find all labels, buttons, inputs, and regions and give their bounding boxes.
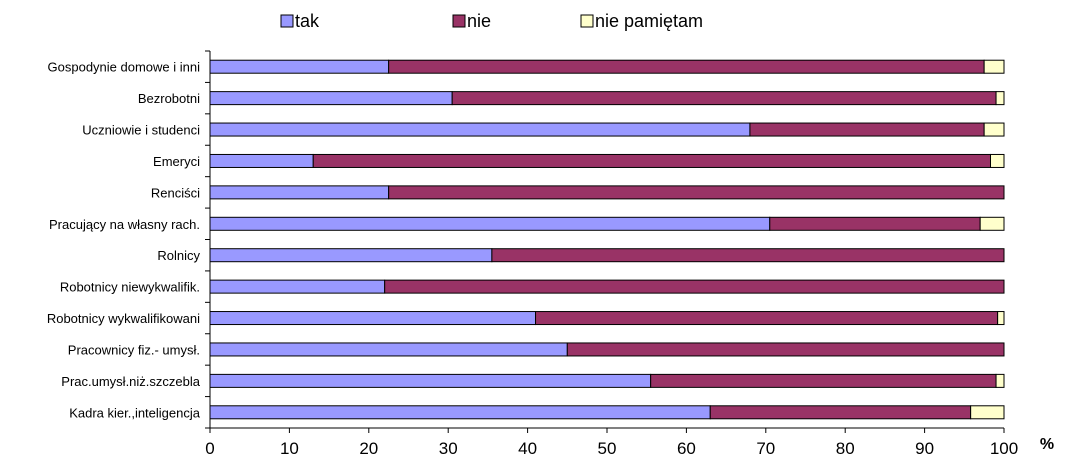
category-labels: Gospodynie domowe i inni Bezrobotni Ucznio… xyxy=(47,60,201,421)
category-label: Gospodynie domowe i inni xyxy=(48,60,201,75)
x-tick-label: 0 xyxy=(205,439,214,458)
bar-nie-3 xyxy=(312,153,992,168)
category-label: Uczniowie i studenci xyxy=(82,123,200,138)
legend-swatch-nie xyxy=(452,14,466,28)
bar-nie-9 xyxy=(566,342,1005,357)
bar-tak-4 xyxy=(209,185,390,200)
x-tick-label: 70 xyxy=(756,439,775,458)
legend-label: tak xyxy=(295,11,320,31)
bar-nie-8 xyxy=(535,311,999,326)
x-tick-label: 80 xyxy=(836,439,855,458)
bar-nie-pamiętam-2 xyxy=(983,122,1005,137)
bar-tak-8 xyxy=(209,311,537,326)
bar-nie-pamiętam-0 xyxy=(983,59,1005,74)
bar-nie-0 xyxy=(388,59,985,74)
x-tick-label: 50 xyxy=(598,439,617,458)
x-tick-label: 20 xyxy=(359,439,378,458)
category-label: Prac.umysł.niż.szczebla xyxy=(61,374,200,389)
bar-nie-pamiętam-11 xyxy=(970,405,1005,420)
category-label: Kadra kier.,inteligencja xyxy=(69,405,201,420)
bar-tak-3 xyxy=(209,153,314,168)
legend: tak nie nie pamiętam xyxy=(280,11,703,31)
category-label: Renciści xyxy=(151,185,200,200)
legend-label: nie pamiętam xyxy=(595,11,703,31)
category-label: Rolnicy xyxy=(157,248,200,263)
category-label: Robotnicy niewykwalifik. xyxy=(60,280,200,295)
bar-nie-pamiętam-8 xyxy=(997,311,1005,326)
bar-nie-pamiętam-5 xyxy=(979,216,1005,231)
x-tick-label: 60 xyxy=(677,439,696,458)
bar-tak-10 xyxy=(209,373,652,388)
bar-nie-4 xyxy=(388,185,1005,200)
axes: 0 10 20 30 40 50 60 70 80 90 100 xyxy=(205,50,1018,458)
x-unit-label: % xyxy=(1040,436,1054,453)
bar-nie-1 xyxy=(451,91,997,106)
bar-tak-2 xyxy=(209,122,751,137)
bar-nie-11 xyxy=(709,405,972,420)
bar-nie-5 xyxy=(769,216,981,231)
x-tick-label: 10 xyxy=(280,439,299,458)
bar-tak-5 xyxy=(209,216,771,231)
category-label: Bezrobotni xyxy=(138,91,200,106)
legend-swatch-nie-pamiętam xyxy=(580,14,594,28)
bar-nie-2 xyxy=(749,122,985,137)
bar-nie-6 xyxy=(491,248,1005,263)
bar-tak-9 xyxy=(209,342,568,357)
category-label: Pracownicy fiz.- umysł. xyxy=(68,342,200,357)
bar-tak-6 xyxy=(209,248,493,263)
category-label: Emeryci xyxy=(153,154,200,169)
x-tick-label: 40 xyxy=(518,439,537,458)
x-tick-label: 30 xyxy=(439,439,458,458)
category-label: Pracujący na własny rach. xyxy=(49,217,200,232)
category-label: Robotnicy wykwalifikowani xyxy=(47,311,200,326)
bar-nie-pamiętam-10 xyxy=(995,373,1005,388)
legend-label: nie xyxy=(467,11,491,31)
bar-nie-10 xyxy=(650,373,997,388)
bar-nie-pamiętam-1 xyxy=(995,91,1005,106)
bar-nie-7 xyxy=(384,279,1005,294)
bar-tak-1 xyxy=(209,91,453,106)
x-tick-label: 100 xyxy=(990,439,1018,458)
x-tick-label: 90 xyxy=(915,439,934,458)
legend-swatch-tak xyxy=(280,14,294,28)
bars xyxy=(209,59,1005,420)
bar-tak-11 xyxy=(209,405,711,420)
bar-tak-7 xyxy=(209,279,386,294)
bar-nie-pamiętam-3 xyxy=(990,153,1005,168)
bar-tak-0 xyxy=(209,59,390,74)
